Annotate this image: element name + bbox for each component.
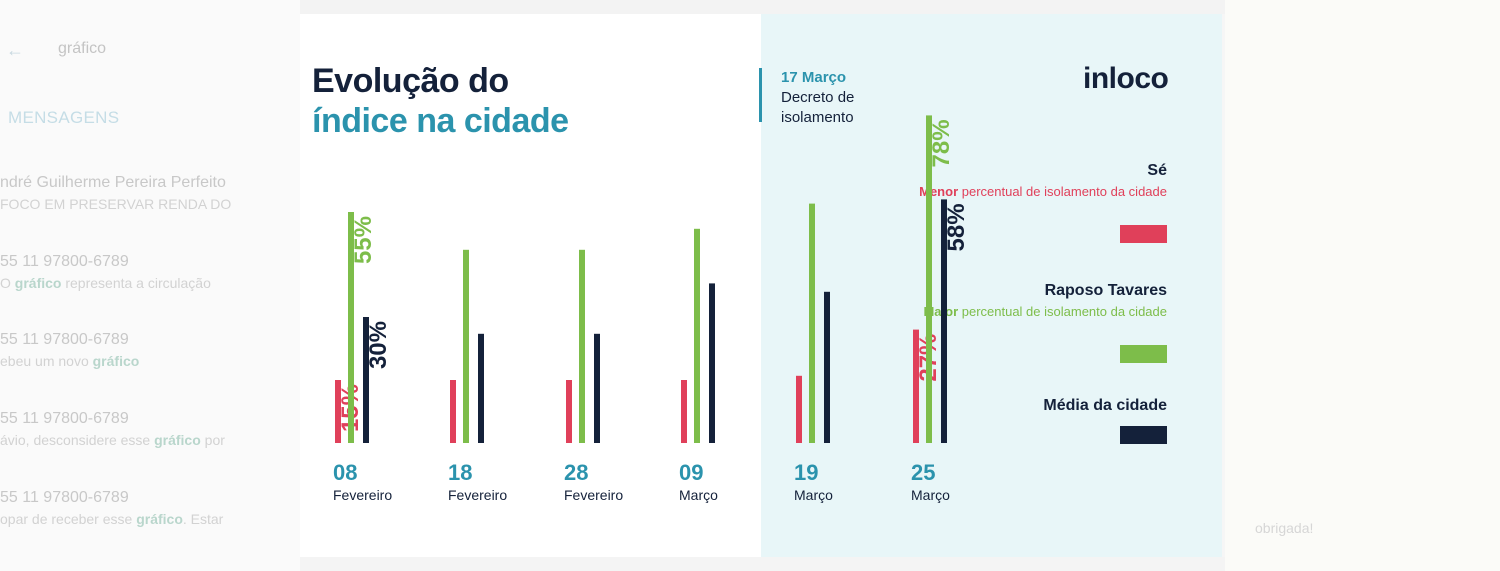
bar-raposo-tavares [694, 228, 700, 443]
data-label: 55% [350, 216, 377, 264]
post-decree-highlight [761, 14, 1222, 557]
list-item[interactable]: 55 11 97800-6789 ebeu um novo gráfico [0, 331, 140, 369]
messages-section-title: MENSAGENS [8, 108, 120, 127]
legend-swatch-media [1120, 426, 1167, 444]
x-tick-day: 08 [333, 460, 357, 485]
x-tick-month: Março [911, 487, 950, 503]
chat-message-text: obrigada! [1255, 520, 1314, 536]
bar-chart: 15%55%30%08Fevereiro18Fevereiro28Feverei… [333, 115, 970, 503]
x-tick-month: Fevereiro [333, 487, 392, 503]
data-label: 58% [943, 203, 970, 251]
infographic-card[interactable]: Evolução do índice na cidade 17 Março De… [300, 14, 1222, 557]
x-tick-day: 25 [911, 460, 935, 485]
bar-raposo-tavares [348, 212, 354, 443]
x-tick-month: Fevereiro [564, 487, 623, 503]
list-item[interactable]: 55 11 97800-6789 O gráfico representa a … [0, 253, 211, 291]
legend-item-media: Média da cidade [1043, 397, 1167, 415]
bar-media [594, 333, 600, 443]
bar-raposo-tavares [579, 249, 585, 443]
decree-text: Decreto de isolamento [781, 89, 855, 126]
bar-media [941, 199, 947, 443]
bar-se [450, 380, 456, 443]
back-arrow-icon[interactable]: ← [6, 40, 24, 60]
list-item[interactable]: 55 11 97800-6789 opar de receber esse gr… [0, 489, 224, 527]
data-label: 78% [928, 119, 955, 167]
data-label: 30% [365, 321, 392, 369]
list-item[interactable]: ndré Guilherme Pereira Perfeito FOCO EM … [0, 174, 232, 212]
background-bottom-bar [300, 557, 1225, 571]
bar-se [796, 375, 802, 443]
x-tick-month: Fevereiro [448, 487, 507, 503]
x-tick-month: Março [679, 487, 718, 503]
bar-se [566, 380, 572, 443]
bar-se [335, 380, 341, 443]
list-item[interactable]: 55 11 97800-6789 ávio, desconsidere esse… [0, 410, 225, 448]
legend-swatch-se [1120, 225, 1167, 243]
legend-swatch-raposo-tavares [1120, 345, 1167, 363]
background-chat-pane: obrigada! [1225, 0, 1500, 571]
x-tick-day: 28 [564, 460, 588, 485]
x-tick-day: 18 [448, 460, 472, 485]
x-tick-day: 19 [794, 460, 818, 485]
x-tick-month: Março [794, 487, 833, 503]
x-tick-day: 09 [679, 460, 703, 485]
background-chat-list: ← gráfico MENSAGENS ndré Guilherme Perei… [0, 0, 300, 571]
bar-raposo-tavares [926, 115, 932, 444]
bar-media [824, 291, 830, 443]
decree-date: 17 Março [781, 69, 847, 86]
legend-description: Maior percentual de isolamento da cidade [923, 304, 1167, 319]
bar-media [363, 317, 369, 443]
bar-raposo-tavares [809, 203, 815, 443]
legend-item-raposo-tavares: Raposo Tavares Maior percentual de isola… [923, 282, 1167, 320]
bar-se [681, 380, 687, 443]
search-query[interactable]: gráfico [58, 40, 107, 57]
chart-title-line2: índice na cidade [312, 102, 569, 140]
bar-media [478, 333, 484, 443]
bar-raposo-tavares [463, 249, 469, 443]
brand-logo: inloco [1083, 62, 1169, 95]
bar-se [913, 329, 919, 443]
legend-label: Sé [1147, 162, 1167, 179]
chart-title-line1: Evolução do [312, 62, 509, 100]
legend-label: Média da cidade [1043, 397, 1167, 414]
legend-label: Raposo Tavares [1044, 282, 1167, 299]
bar-media [709, 283, 715, 443]
background-top-bar [300, 0, 1225, 14]
decree-annotation: 17 Março Decreto de isolamento [759, 68, 891, 126]
